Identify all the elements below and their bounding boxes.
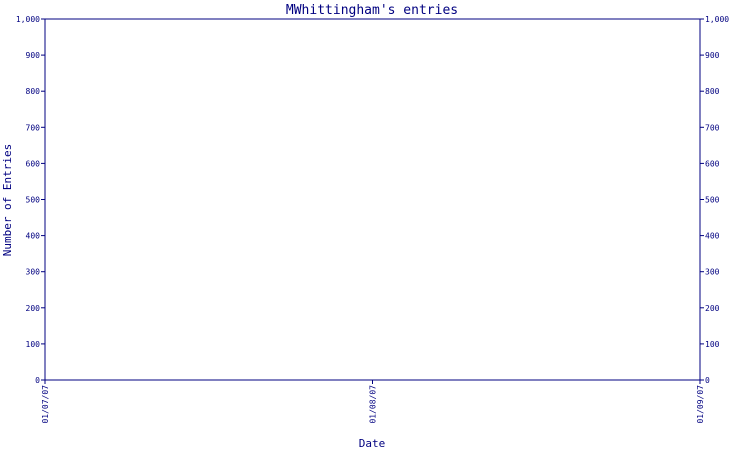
- y-tick-label-right: 0: [705, 376, 710, 385]
- y-axis-label: Number of Entries: [1, 144, 14, 257]
- y-tick-label-right: 800: [705, 87, 720, 96]
- y-tick-label-right: 1,000: [705, 15, 729, 24]
- y-tick-label-left: 700: [26, 123, 41, 132]
- y-tick-label-right: 100: [705, 340, 720, 349]
- y-tick-label-left: 300: [26, 268, 41, 277]
- y-tick-label-left: 400: [26, 232, 41, 241]
- x-axis-ticks: 01/07/07 01/08/07 01/09/07: [41, 380, 705, 424]
- y-tick-label-left: 0: [35, 376, 40, 385]
- y-tick-label-left: 800: [26, 87, 41, 96]
- y-tick-label-right: 900: [705, 51, 720, 60]
- x-tick-label: 01/09/07: [696, 385, 705, 424]
- y-tick-label-left: 500: [26, 196, 41, 205]
- y-tick-label-left: 200: [26, 304, 41, 313]
- y-tick-label-right: 700: [705, 123, 720, 132]
- y-tick-label-left: 1,000: [16, 15, 40, 24]
- y-axis-ticks: 0 0 100 100 200 200 300 300 400 400 500 500 600 600 70…: [16, 15, 729, 385]
- x-axis-label: Date: [359, 437, 386, 450]
- y-tick-label-right: 400: [705, 232, 720, 241]
- y-tick-label-left: 900: [26, 51, 41, 60]
- y-tick-label-right: 300: [705, 268, 720, 277]
- y-tick-label-left: 100: [26, 340, 41, 349]
- y-tick-label-right: 600: [705, 159, 720, 168]
- plot-area: [44, 18, 701, 381]
- y-tick-label-right: 200: [705, 304, 720, 313]
- y-tick-label-right: 500: [705, 196, 720, 205]
- chart-title: MWhittingham's entries: [286, 3, 458, 18]
- x-tick-label: 01/08/07: [369, 385, 378, 424]
- y-tick-label-left: 600: [26, 159, 41, 168]
- x-tick-label: 01/07/07: [41, 385, 50, 424]
